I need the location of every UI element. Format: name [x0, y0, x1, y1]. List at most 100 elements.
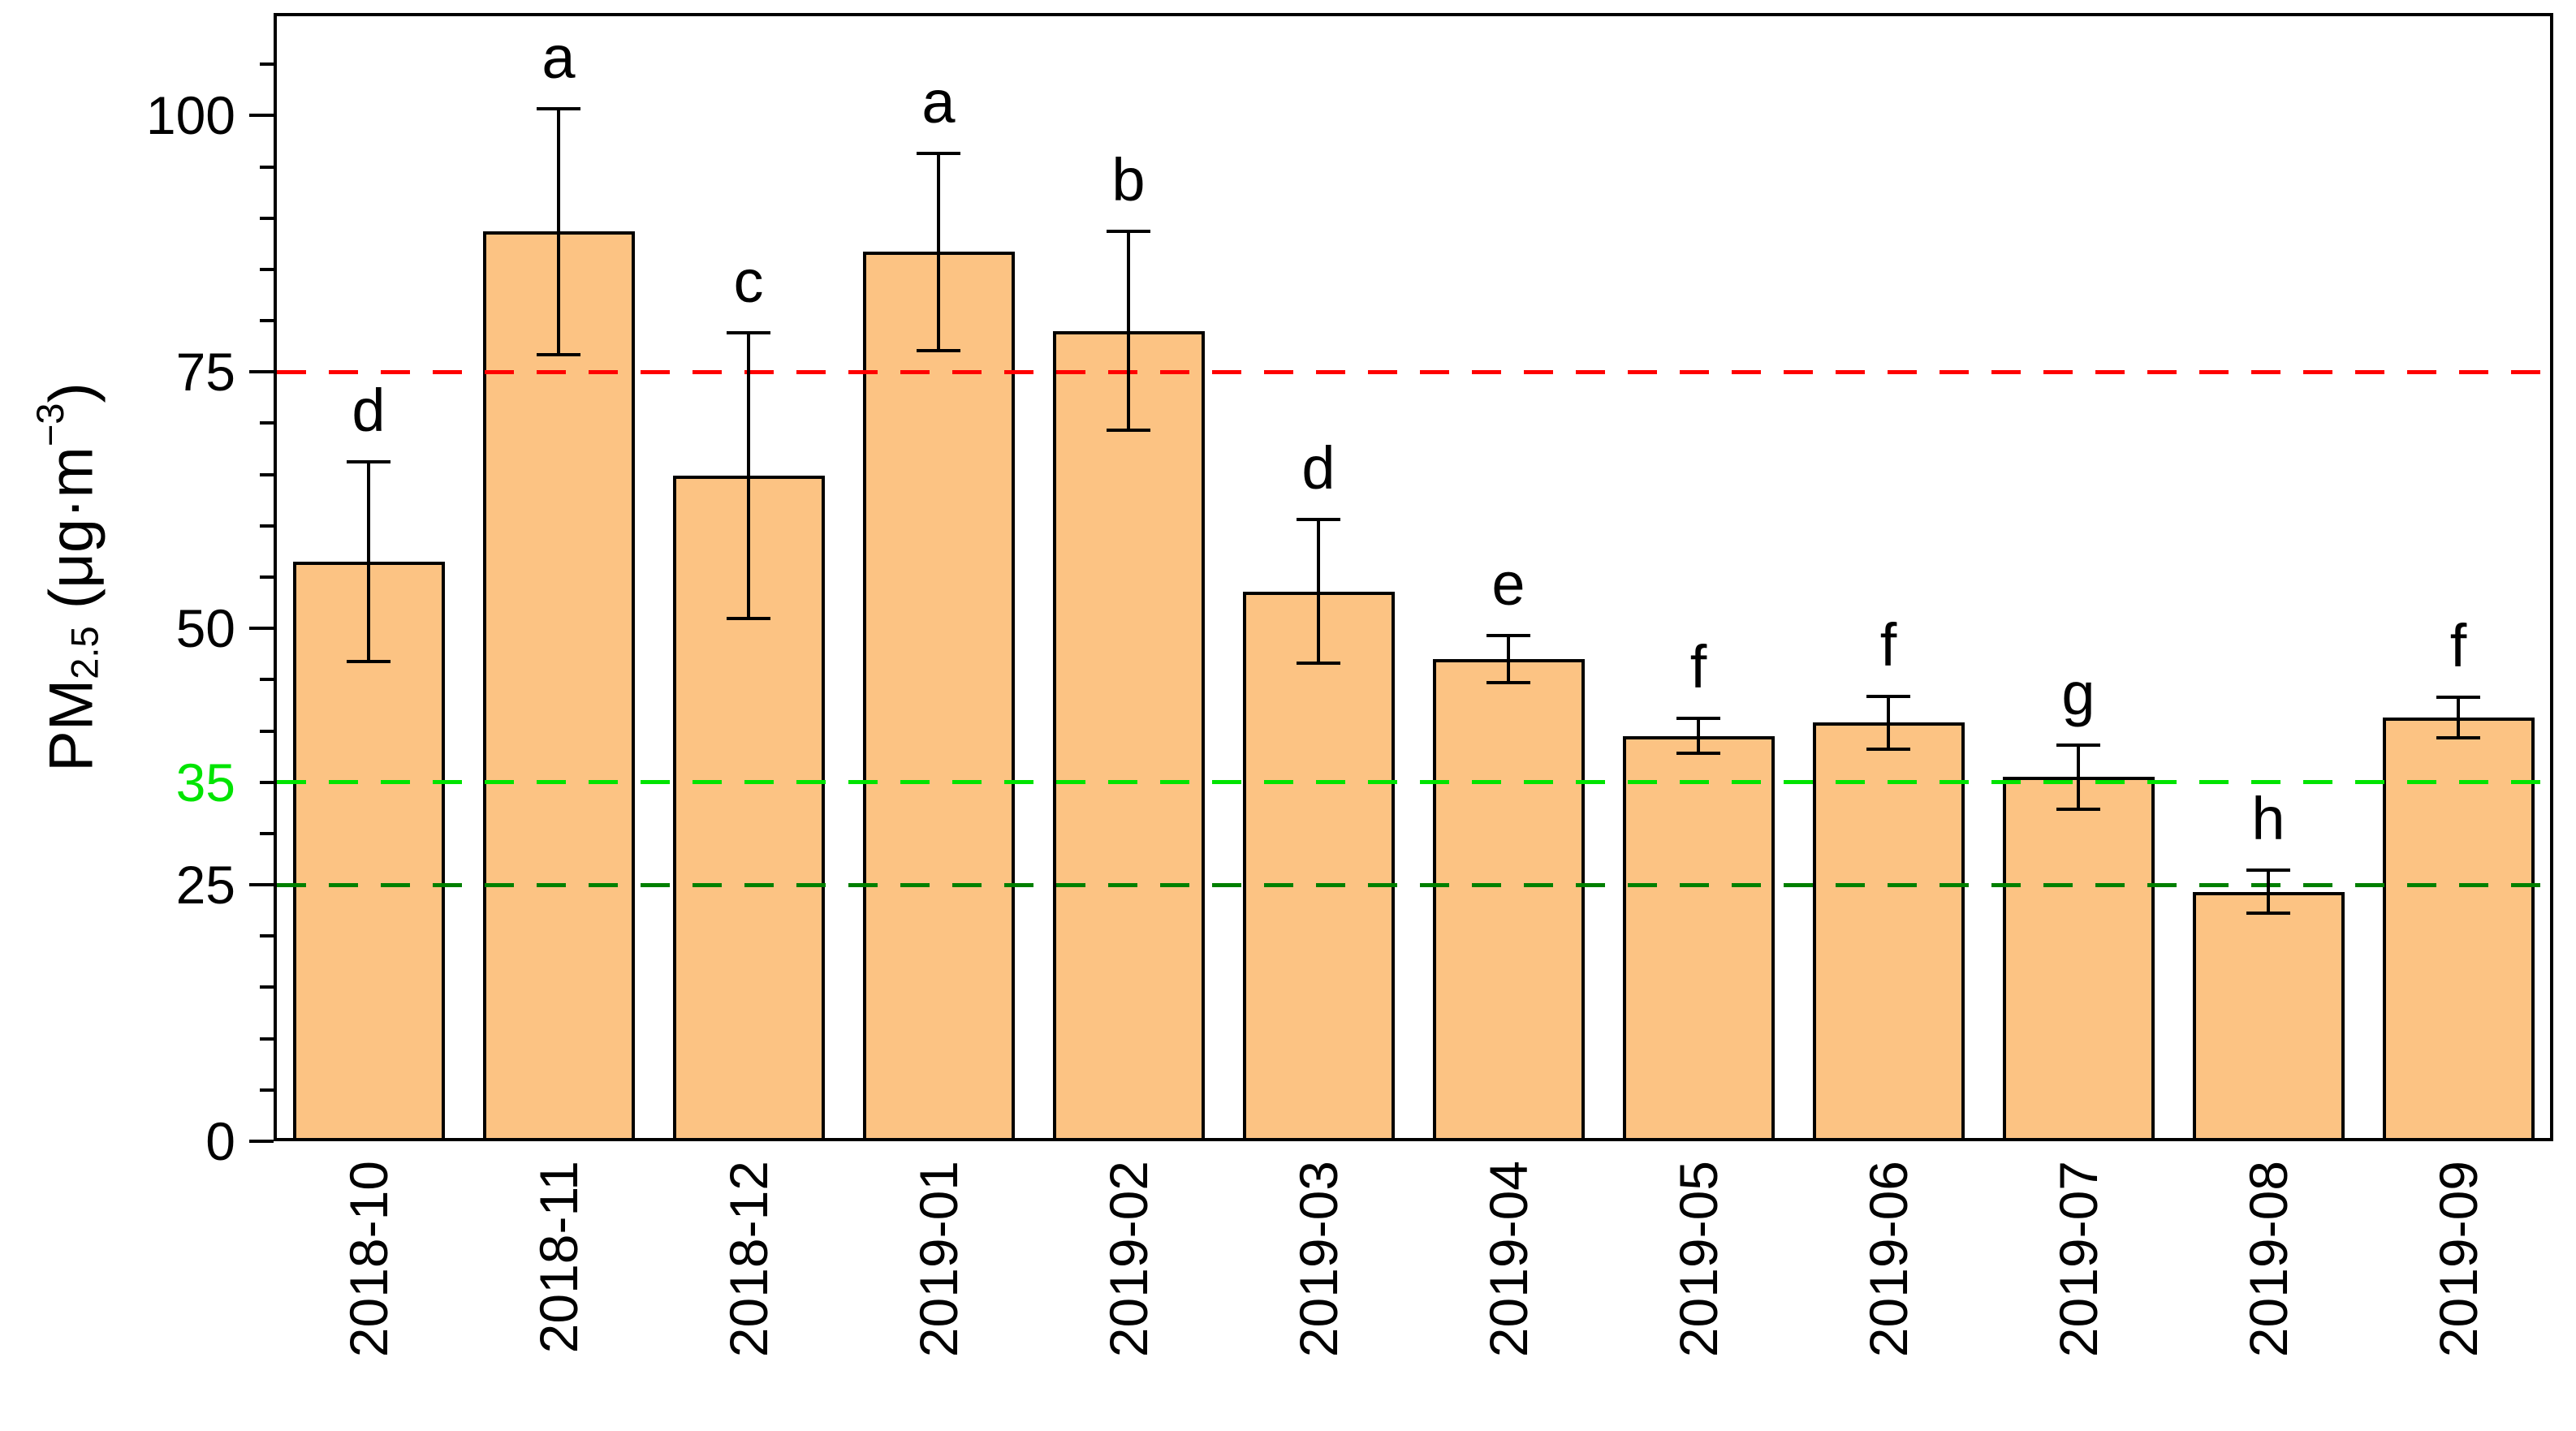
bar-2019-08 [2192, 891, 2345, 1141]
error-cap-top-2019-02 [1107, 230, 1150, 234]
y-tick-label-0: 0 [205, 1111, 235, 1171]
y-tick-45 [260, 678, 274, 682]
y-tick-0 [249, 1140, 274, 1143]
error-cap-bottom-2018-12 [727, 616, 770, 620]
error-cap-bottom-2018-10 [347, 659, 390, 663]
reference-line-75 [277, 369, 2550, 374]
error-bar-2018-12 [747, 333, 750, 619]
x-tick-label-2019-09: 2019-09 [2428, 1161, 2488, 1358]
error-cap-top-2019-08 [2246, 869, 2290, 873]
y-axis-title: PM2.5 (μg·m−3) [28, 382, 107, 772]
y-axis-title-prefix: PM [37, 679, 106, 772]
sig-letter-2019-06: f [1879, 610, 1897, 679]
x-tick-label-2019-05: 2019-05 [1668, 1161, 1728, 1358]
error-cap-top-2019-04 [1486, 634, 1530, 638]
error-bar-2019-07 [2077, 745, 2080, 809]
error-bar-2019-05 [1697, 718, 1700, 754]
y-tick-40 [260, 729, 274, 733]
y-tick-85 [260, 267, 274, 271]
bar-2019-04 [1432, 659, 1585, 1141]
y-tick-75 [249, 370, 274, 374]
error-cap-top-2019-05 [1676, 717, 1720, 721]
y-tick-80 [260, 319, 274, 323]
error-cap-bottom-2019-04 [1486, 681, 1530, 685]
error-bar-2019-06 [1887, 696, 1890, 750]
reference-line-35 [277, 780, 2550, 785]
error-cap-top-2018-12 [727, 331, 770, 335]
bar-2019-09 [2382, 718, 2535, 1141]
y-tick-label-25: 25 [175, 855, 235, 916]
error-cap-bottom-2019-02 [1107, 429, 1150, 433]
y-axis-title-suffix: ) [37, 382, 106, 403]
y-tick-5 [260, 1088, 274, 1092]
y-tick-20 [260, 934, 274, 938]
error-cap-top-2019-06 [1866, 694, 1910, 698]
x-tick-label-2019-07: 2019-07 [2048, 1161, 2108, 1358]
error-cap-bottom-2019-03 [1297, 662, 1340, 666]
error-cap-top-2019-07 [2056, 744, 2100, 748]
y-tick-60 [260, 524, 274, 528]
y-tick-label-100: 100 [145, 85, 235, 146]
sig-letter-2019-05: f [1689, 633, 1707, 701]
reference-line-25 [277, 882, 2550, 887]
sig-letter-2019-01: a [921, 68, 956, 136]
bar-2019-01 [862, 252, 1015, 1141]
y-tick-25 [249, 883, 274, 887]
bar-2018-11 [482, 231, 635, 1141]
x-tick-label-2019-01: 2019-01 [908, 1161, 969, 1358]
error-bar-2018-10 [367, 462, 370, 662]
error-cap-top-2019-01 [917, 152, 960, 156]
error-cap-bottom-2019-06 [1866, 748, 1910, 752]
error-bar-2019-03 [1317, 519, 1320, 664]
x-tick-label-2019-08: 2019-08 [2238, 1161, 2298, 1358]
error-cap-bottom-2019-07 [2056, 807, 2100, 811]
bar-2019-07 [2002, 777, 2155, 1141]
sig-letter-2019-09: f [2449, 611, 2467, 679]
y-tick-label-50: 50 [175, 598, 235, 659]
y-tick-35 [260, 780, 274, 784]
y-tick-95 [260, 165, 274, 169]
y-tick-30 [260, 831, 274, 835]
y-tick-65 [260, 472, 274, 476]
sig-letter-2018-11: a [542, 23, 576, 91]
sig-letter-2019-07: g [2061, 660, 2095, 728]
bar-2019-03 [1242, 591, 1395, 1141]
y-tick-15 [260, 985, 274, 989]
error-cap-top-2018-10 [347, 460, 390, 464]
y-tick-100 [249, 114, 274, 118]
error-cap-bottom-2018-11 [537, 352, 580, 356]
y-tick-10 [260, 1037, 274, 1041]
x-tick-label-2019-02: 2019-02 [1098, 1161, 1159, 1358]
x-tick-label-2019-04: 2019-04 [1478, 1161, 1538, 1358]
error-cap-top-2019-03 [1297, 518, 1340, 522]
error-cap-bottom-2019-01 [917, 348, 960, 352]
error-bar-2019-04 [1507, 636, 1510, 683]
error-cap-top-2018-11 [537, 106, 580, 110]
error-bar-2018-11 [557, 108, 560, 355]
error-bar-2019-09 [2457, 696, 2460, 739]
y-axis-title-subscript: 2.5 [63, 626, 106, 679]
sig-letter-2019-03: d [1301, 434, 1335, 502]
error-cap-bottom-2019-09 [2436, 736, 2480, 740]
y-tick-label-35: 35 [175, 752, 235, 812]
error-cap-bottom-2019-08 [2246, 912, 2290, 916]
x-tick-label-2018-11: 2018-11 [529, 1161, 589, 1354]
x-tick-label-2019-06: 2019-06 [1858, 1161, 1918, 1358]
error-cap-top-2019-09 [2436, 695, 2480, 699]
bar-2019-06 [1812, 722, 1965, 1141]
error-cap-bottom-2019-05 [1676, 752, 1720, 756]
sig-letter-2019-08: h [2251, 785, 2285, 853]
y-axis-title-superscript: −3 [28, 403, 71, 447]
error-bar-2019-02 [1127, 231, 1130, 431]
y-tick-55 [260, 575, 274, 579]
bar-2019-02 [1052, 330, 1205, 1141]
sig-letter-2019-04: e [1491, 550, 1525, 619]
y-tick-105 [260, 62, 274, 67]
y-tick-70 [260, 421, 274, 425]
y-tick-90 [260, 216, 274, 220]
